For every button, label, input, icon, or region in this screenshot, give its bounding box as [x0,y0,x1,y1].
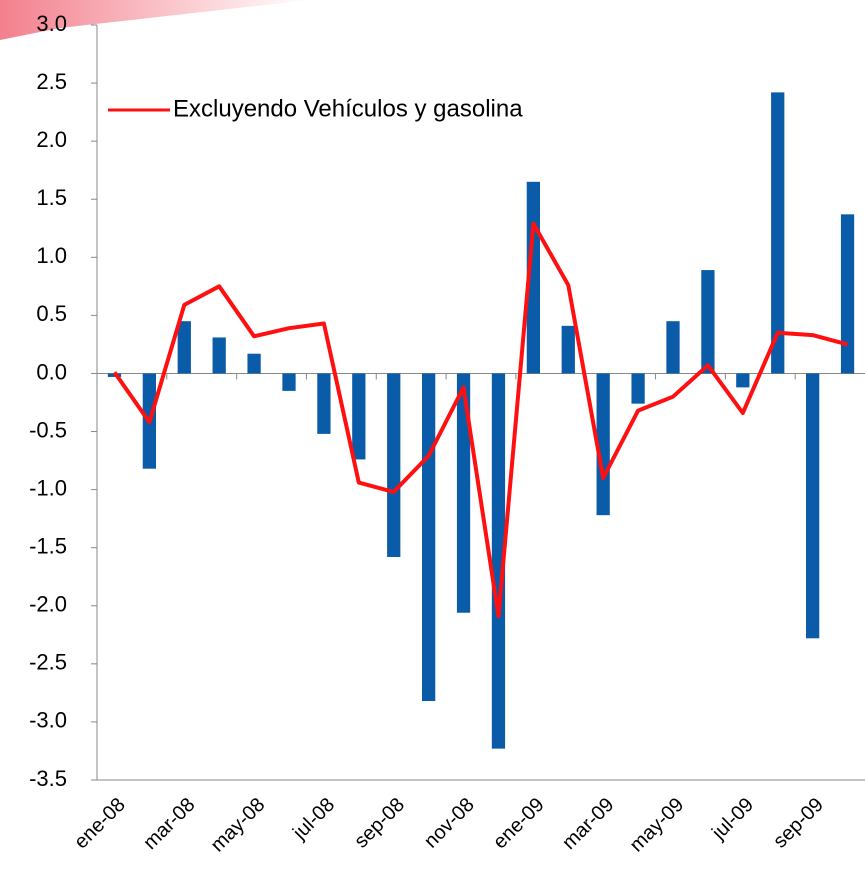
bar [666,321,680,374]
line [112,221,849,619]
bar [736,373,750,388]
bar [247,353,261,374]
y-tick-label: 1.0 [36,243,67,268]
decoration [0,0,310,40]
x-tick-label: ene-09 [489,794,549,854]
y-tick-label: -1.5 [29,534,67,559]
x-tick-label: sep-08 [350,794,409,853]
y-tick-label: 1.5 [36,185,67,210]
bar [422,373,436,702]
x-tick-label: mar-08 [139,794,199,854]
x-tick-label: nov-08 [420,794,479,853]
y-tick-label: 0.0 [36,359,67,384]
bar [352,373,366,460]
x-tick-label: sep-09 [769,794,828,853]
bar [596,373,610,516]
x-tick-label: jul-08 [288,794,339,845]
y-tick-label: 2.5 [36,69,67,94]
y-tick-label: -2.5 [29,650,67,675]
x-tick-label: ene-08 [70,794,130,854]
bar [212,337,226,374]
y-tick-label: 3.0 [36,11,67,36]
bar [806,373,820,639]
x-tick-label: may-09 [626,794,689,857]
bar [701,270,715,374]
bar [387,373,401,557]
bar [561,325,575,374]
legend-label: Excluyendo Vehículos y gasolina [173,95,523,122]
x-tick-label: mar-09 [558,794,618,854]
x-tick-label: may-08 [207,794,270,857]
bar [631,373,645,404]
y-tick-label: 2.0 [36,127,67,152]
y-tick-label: -3.5 [29,766,67,791]
bar [456,373,471,613]
bar [282,373,296,391]
y-tick-label: 0.5 [36,301,67,326]
bar [771,92,785,374]
bar [491,373,506,749]
x-tick-label: jul-09 [707,794,758,845]
y-tick-label: -3.0 [29,708,67,733]
y-tick-label: -1.0 [29,475,67,500]
bar [177,321,191,374]
y-tick-label: -0.5 [29,417,67,442]
bar [840,214,855,374]
bar [317,373,331,434]
y-tick-label: -2.0 [29,592,67,617]
